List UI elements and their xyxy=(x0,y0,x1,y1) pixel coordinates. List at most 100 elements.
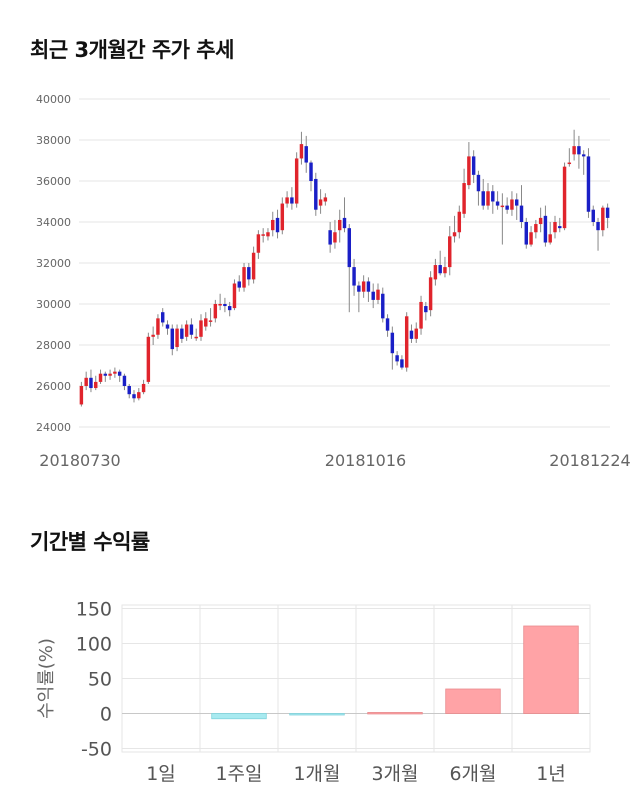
candle-body xyxy=(199,320,203,337)
candle-body xyxy=(275,217,280,233)
candle-body xyxy=(103,373,108,376)
candle-body xyxy=(510,199,514,210)
candle-body xyxy=(299,144,304,159)
candle-body xyxy=(98,373,103,382)
price-trend-title: 최근 3개월간 주가 추세 xyxy=(30,38,234,62)
candle-body xyxy=(189,324,194,335)
candle-body xyxy=(242,267,246,288)
candle-body xyxy=(266,232,270,237)
candle-body xyxy=(543,215,548,243)
candle-body xyxy=(127,386,131,395)
candle-body xyxy=(232,283,237,309)
candle-body xyxy=(534,224,538,233)
y-tick-label: 50 xyxy=(88,669,112,691)
candle-body xyxy=(122,375,127,386)
candle-body xyxy=(280,203,285,231)
candle-body xyxy=(208,320,213,322)
x-tick-label: 6개월 xyxy=(449,763,496,785)
candle-body xyxy=(151,334,155,337)
candle-body xyxy=(79,386,84,405)
returns-bar-chart: -50 0 50 100 150 1일 1주일 1개월 3개월 6개월 1년 수익률(%) xyxy=(36,599,591,785)
y-axis-label: 수익률(%) xyxy=(36,638,57,719)
y-tick-label: 40000 xyxy=(36,93,71,106)
x-tick-label: 1주일 xyxy=(215,763,262,785)
candle-body xyxy=(476,174,481,192)
candle-body xyxy=(227,306,232,311)
candle-body xyxy=(562,166,567,229)
return-bar xyxy=(445,688,501,714)
candle-body xyxy=(409,330,414,339)
candle-body xyxy=(352,267,356,286)
candle-body xyxy=(290,197,294,204)
candle-body xyxy=(491,191,495,202)
candle-body xyxy=(194,336,198,339)
candle-body xyxy=(457,211,462,233)
y-tick-label: 38000 xyxy=(36,134,71,147)
candle-body xyxy=(137,392,141,399)
candle-body xyxy=(256,234,261,253)
y-tick-label: 36000 xyxy=(36,175,71,188)
candle-body xyxy=(481,191,485,206)
candle-body xyxy=(404,316,409,368)
candle-body xyxy=(184,324,189,337)
candle-body xyxy=(371,291,375,300)
x-tick-label: 3개월 xyxy=(371,763,418,785)
candle-body xyxy=(342,217,347,229)
candle-body xyxy=(261,234,265,236)
x-tick-label: 1일 xyxy=(146,763,176,785)
y-tick-label: 150 xyxy=(76,599,112,621)
return-bar xyxy=(211,713,267,720)
candle-body xyxy=(309,162,313,181)
candle-body xyxy=(514,199,519,206)
candle-body xyxy=(548,234,552,243)
candle-body xyxy=(538,217,543,225)
candle-body xyxy=(433,265,438,280)
candle-body xyxy=(572,146,576,155)
candle-body xyxy=(237,281,241,288)
candle-body xyxy=(337,219,342,231)
candle-body xyxy=(165,324,170,329)
candle-body xyxy=(419,301,423,329)
candle-body xyxy=(251,252,256,280)
y-tick-label: 34000 xyxy=(36,216,71,229)
candle-body xyxy=(395,355,399,362)
y-tick-label: 24000 xyxy=(36,421,71,434)
y-tick-label: -50 xyxy=(81,739,112,761)
candle-body xyxy=(596,222,600,231)
candle-body xyxy=(141,383,146,393)
return-bar xyxy=(289,713,345,716)
candle-body xyxy=(318,199,323,206)
candle-body xyxy=(567,162,572,165)
x-tick-label: 1개월 xyxy=(293,763,340,785)
candle-body xyxy=(328,230,332,245)
candle-body xyxy=(462,183,466,214)
y-tick-label: 100 xyxy=(76,634,112,656)
candle-body xyxy=(591,209,595,222)
candle-body xyxy=(347,228,352,268)
candle-body xyxy=(175,328,179,348)
candle-body xyxy=(113,371,117,374)
candle-body xyxy=(366,281,371,292)
candle-body xyxy=(156,318,160,335)
candle-body xyxy=(390,332,395,354)
candle-body xyxy=(170,328,175,350)
candle-body xyxy=(218,304,222,306)
candle-body xyxy=(180,328,184,339)
candle-body xyxy=(247,267,251,280)
candle-body xyxy=(605,207,610,218)
price-candlestick-chart: 24000 26000 28000 30000 32000 34000 36000 38000… xyxy=(36,93,631,470)
y-tick-label: 28000 xyxy=(36,339,71,352)
candle-body xyxy=(314,178,318,210)
candle-body xyxy=(486,191,490,206)
candle-body xyxy=(471,156,476,175)
candle-body xyxy=(223,304,227,307)
x-tick-label: 20181016 xyxy=(325,451,406,470)
candle-body xyxy=(213,304,218,319)
candle-body xyxy=(271,219,275,231)
candle-body xyxy=(323,197,328,202)
candle-body xyxy=(333,232,337,243)
return-bar xyxy=(523,625,579,714)
candle-body xyxy=(505,205,509,210)
candle-body xyxy=(500,205,505,208)
candle-body xyxy=(294,158,299,204)
